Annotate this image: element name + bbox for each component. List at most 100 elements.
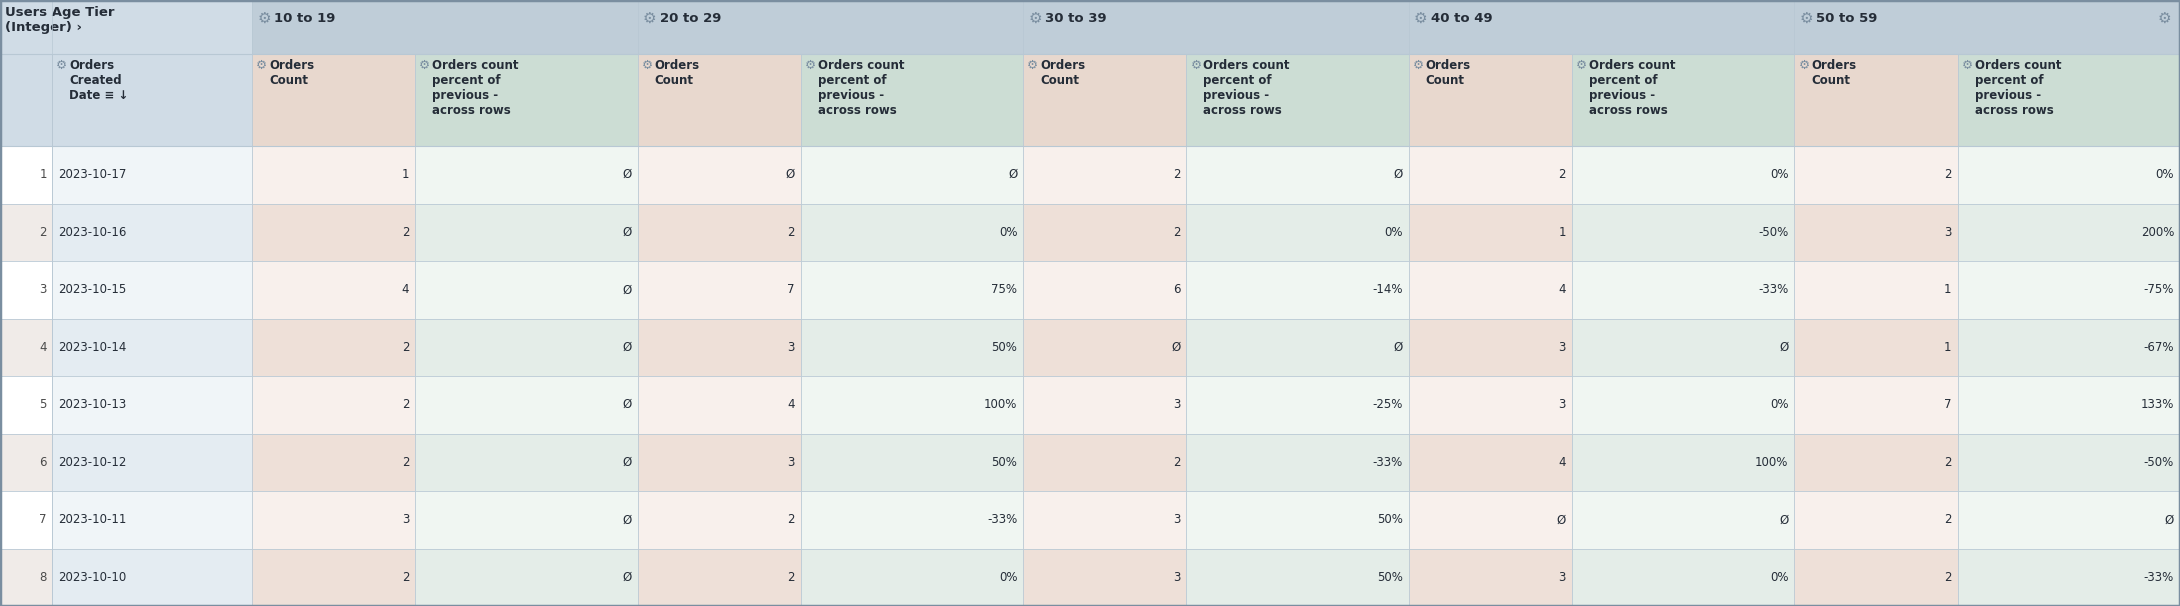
Bar [0,204,52,261]
Text: 6: 6 [1173,283,1179,296]
Bar [1408,319,1572,376]
Bar [52,491,253,548]
Text: 2: 2 [1173,168,1179,181]
Bar [1408,0,1794,54]
Bar [1408,261,1572,319]
Text: Ø: Ø [1007,168,1018,181]
Text: 3: 3 [1173,571,1179,584]
Text: Orders count
percent of
previous -
across rows: Orders count percent of previous - acros… [432,59,519,117]
Bar [52,54,253,146]
Bar [253,0,639,54]
Text: Ø: Ø [1779,513,1788,526]
Text: -25%: -25% [1373,398,1404,411]
Text: Ø: Ø [623,398,632,411]
Bar [1794,491,1958,548]
Text: 3: 3 [401,513,410,526]
Bar [0,548,52,606]
Bar [414,491,639,548]
Bar [1958,319,2180,376]
Text: 50 to 59: 50 to 59 [1816,12,1877,24]
Bar [639,548,800,606]
Bar [414,261,639,319]
Bar [1186,261,1408,319]
Bar [1022,146,1186,204]
Text: 2: 2 [39,226,48,239]
Bar [414,54,639,146]
Bar [1794,261,1958,319]
Bar [253,261,414,319]
Text: 40 to 49: 40 to 49 [1430,12,1493,24]
Text: Ø: Ø [623,168,632,181]
Text: 50%: 50% [992,456,1018,469]
Text: -33%: -33% [988,513,1018,526]
Text: ⚙: ⚙ [255,59,268,72]
Bar [1958,54,2180,146]
Text: 1: 1 [1945,341,1951,354]
Bar [253,319,414,376]
Bar [639,261,800,319]
Text: 2: 2 [787,571,796,584]
Bar [1572,204,1794,261]
Bar [639,319,800,376]
Text: 75%: 75% [992,283,1018,296]
Text: 0%: 0% [998,226,1018,239]
Bar [800,548,1022,606]
Bar [1186,491,1408,548]
Bar [1408,491,1572,548]
Bar [1408,548,1572,606]
Bar [1022,319,1186,376]
Text: Orders count
percent of
previous -
across rows: Orders count percent of previous - acros… [1975,59,2060,117]
Bar [800,491,1022,548]
Text: 2: 2 [401,398,410,411]
Bar [1572,376,1794,433]
Bar [1572,146,1794,204]
Bar [1958,491,2180,548]
Text: Ø: Ø [623,456,632,469]
Text: Ø: Ø [623,513,632,526]
Bar [1794,548,1958,606]
Text: ⚙: ⚙ [1027,59,1038,72]
Text: 2: 2 [1173,226,1179,239]
Bar [1186,54,1408,146]
Bar [0,319,52,376]
Text: ⚙: ⚙ [643,10,656,25]
Bar [1408,376,1572,433]
Text: -50%: -50% [2143,456,2173,469]
Text: 3: 3 [787,341,796,354]
Text: 10 to 19: 10 to 19 [275,12,336,24]
Bar [639,491,800,548]
Text: Ø: Ø [785,168,796,181]
Bar [1186,204,1408,261]
Bar [253,433,414,491]
Bar [52,204,253,261]
Text: 7: 7 [1945,398,1951,411]
Bar [1794,433,1958,491]
Text: 2: 2 [1173,456,1179,469]
Bar [1958,376,2180,433]
Bar [1572,261,1794,319]
Text: Orders count
percent of
previous -
across rows: Orders count percent of previous - acros… [1589,59,1676,117]
Text: -33%: -33% [1759,283,1788,296]
Text: 4: 4 [39,341,48,354]
Bar [1958,261,2180,319]
Bar [414,204,639,261]
Bar [639,433,800,491]
Text: 2023-10-13: 2023-10-13 [59,398,126,411]
Bar [1022,491,1186,548]
Bar [0,0,253,54]
Bar [1794,319,1958,376]
Text: Ø: Ø [623,341,632,354]
Text: 3: 3 [1559,341,1565,354]
Bar [639,376,800,433]
Text: 2: 2 [401,571,410,584]
Bar [1408,54,1572,146]
Bar [253,204,414,261]
Bar [253,146,414,204]
Bar [253,491,414,548]
Text: ⚙: ⚙ [257,10,270,25]
Bar [800,54,1022,146]
Text: 133%: 133% [2141,398,2173,411]
Text: 2023-10-17: 2023-10-17 [59,168,126,181]
Bar [52,146,253,204]
Bar [1022,548,1186,606]
